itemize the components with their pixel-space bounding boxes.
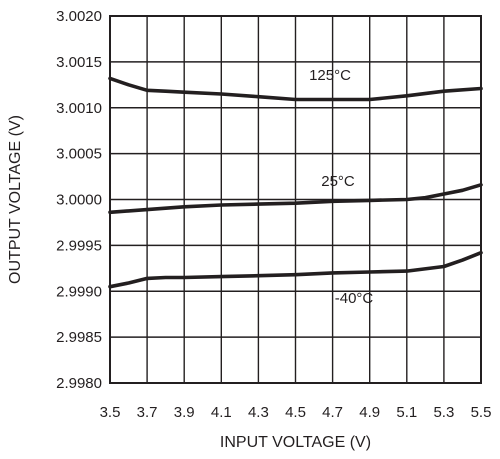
- y-tick-label: 2.9985: [56, 329, 102, 346]
- x-tick-label: 5.1: [396, 404, 417, 421]
- series-line: [108, 76, 483, 102]
- y-tick-label: 3.0010: [56, 100, 102, 117]
- plot-frame: [109, 15, 482, 384]
- y-axis-title: OUTPUT VOLTAGE (V): [7, 115, 24, 284]
- series-line: [108, 183, 483, 215]
- y-tick-label: 3.0000: [56, 192, 102, 209]
- x-tick-label: 4.1: [211, 404, 232, 421]
- x-tick-label: 3.5: [100, 404, 121, 421]
- x-tick-label: 5.3: [433, 404, 454, 421]
- x-tick-label: 3.7: [137, 404, 158, 421]
- x-tick-label: 3.9: [174, 404, 195, 421]
- x-axis-title: INPUT VOLTAGE (V): [220, 434, 371, 451]
- y-tick-label: 2.9990: [56, 283, 102, 300]
- y-tick-label: 3.0015: [56, 54, 102, 71]
- x-axis-tick-labels: 3.5 3.7 3.9 4.1 4.3 4.5 4.7 4.9 5.1 5.3 5.5: [100, 404, 492, 421]
- x-tick-label: 4.5: [285, 404, 306, 421]
- y-tick-label: 3.0005: [56, 146, 102, 163]
- x-tick-label: 5.5: [471, 404, 492, 421]
- series-label: -40°C: [335, 290, 374, 307]
- y-axis-tick-labels: 3.0020 3.0015 3.0010 3.0005 3.0000 2.9995 2.99…: [56, 8, 102, 392]
- y-tick-label: 2.9995: [56, 237, 102, 254]
- y-tick-label: 2.9980: [56, 375, 102, 392]
- x-tick-label: 4.7: [322, 404, 343, 421]
- x-tick-label: 4.9: [359, 404, 380, 421]
- series-label: 125°C: [309, 67, 351, 84]
- chart-series: 125°C 25°C -40°C: [108, 67, 483, 307]
- series-line: [108, 250, 483, 289]
- y-tick-label: 3.0020: [56, 8, 102, 25]
- x-tick-label: 4.3: [248, 404, 269, 421]
- series-label: 25°C: [321, 173, 355, 190]
